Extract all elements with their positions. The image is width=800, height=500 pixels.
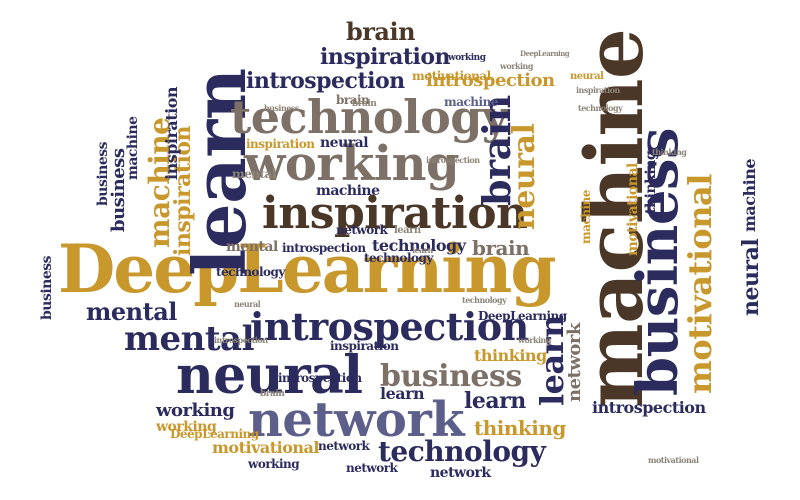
word: mental xyxy=(232,167,276,181)
word: machine xyxy=(316,183,380,199)
word: business xyxy=(39,255,55,320)
word: mental xyxy=(86,297,177,326)
word: neural xyxy=(320,135,369,151)
word: machine xyxy=(579,190,593,244)
word: motivational xyxy=(648,455,699,465)
word: business xyxy=(380,359,522,394)
word: neural xyxy=(570,71,604,82)
word: technology xyxy=(462,295,507,305)
word: brain xyxy=(472,236,530,260)
word: introspection xyxy=(250,304,529,349)
word: machine xyxy=(444,95,498,109)
word: network xyxy=(346,461,398,475)
word: network xyxy=(564,323,585,402)
word: neural xyxy=(176,345,363,406)
word: thinking xyxy=(474,346,547,365)
word: DeepLearning xyxy=(478,309,567,323)
word: machine xyxy=(125,116,141,181)
word: inspiration xyxy=(162,86,181,180)
word: mental xyxy=(226,239,278,255)
word: business xyxy=(264,103,299,113)
word: introspection xyxy=(282,241,366,255)
word: technology xyxy=(364,251,433,265)
word: working xyxy=(500,61,533,71)
word: brain xyxy=(346,17,416,46)
word: DeepLearning xyxy=(520,49,570,58)
word: inspiration xyxy=(320,44,451,70)
word: inspiration xyxy=(576,85,620,95)
word: network xyxy=(248,392,465,448)
word: inspiration xyxy=(262,188,528,239)
word: mental xyxy=(124,319,254,359)
word: neural xyxy=(234,299,261,309)
word: network xyxy=(318,439,370,453)
word: working xyxy=(156,419,217,435)
word: technology xyxy=(378,435,546,468)
word: thinking xyxy=(652,147,687,157)
word: working xyxy=(518,335,551,345)
word: DeepLearning xyxy=(58,230,556,308)
word: learn xyxy=(464,388,526,414)
word: DeepLearning xyxy=(170,427,259,441)
word: motivational xyxy=(412,69,491,83)
word: inspiration xyxy=(246,137,315,151)
word: network xyxy=(336,223,388,237)
word: thinking xyxy=(643,150,659,214)
word: learn xyxy=(412,245,433,255)
word: network xyxy=(430,465,491,481)
word: working xyxy=(156,400,235,421)
word: introspection xyxy=(214,335,268,345)
word: machine xyxy=(740,158,759,232)
word: technology xyxy=(216,265,285,279)
word: neural xyxy=(507,123,542,230)
word: thinking xyxy=(474,416,566,440)
word: learn xyxy=(380,384,425,403)
word: motivational xyxy=(681,174,719,394)
word: brain xyxy=(352,99,377,109)
word: technology xyxy=(230,90,509,144)
word: introspection xyxy=(426,70,555,91)
word: working xyxy=(248,457,300,471)
word: introspection xyxy=(278,371,362,385)
word: technology xyxy=(578,103,623,113)
word: motivational xyxy=(625,163,641,256)
word: working xyxy=(244,136,460,192)
word: learn xyxy=(394,225,421,236)
word: brain xyxy=(260,389,285,399)
word: neural xyxy=(738,238,764,316)
word: introspection xyxy=(592,398,706,417)
word: technology xyxy=(372,236,466,255)
word: brain xyxy=(336,93,370,107)
word: working xyxy=(448,53,486,63)
word: introspection xyxy=(426,155,480,165)
word: introspection xyxy=(246,68,405,94)
word: motivational xyxy=(212,438,319,457)
word: inspiration xyxy=(330,339,399,353)
